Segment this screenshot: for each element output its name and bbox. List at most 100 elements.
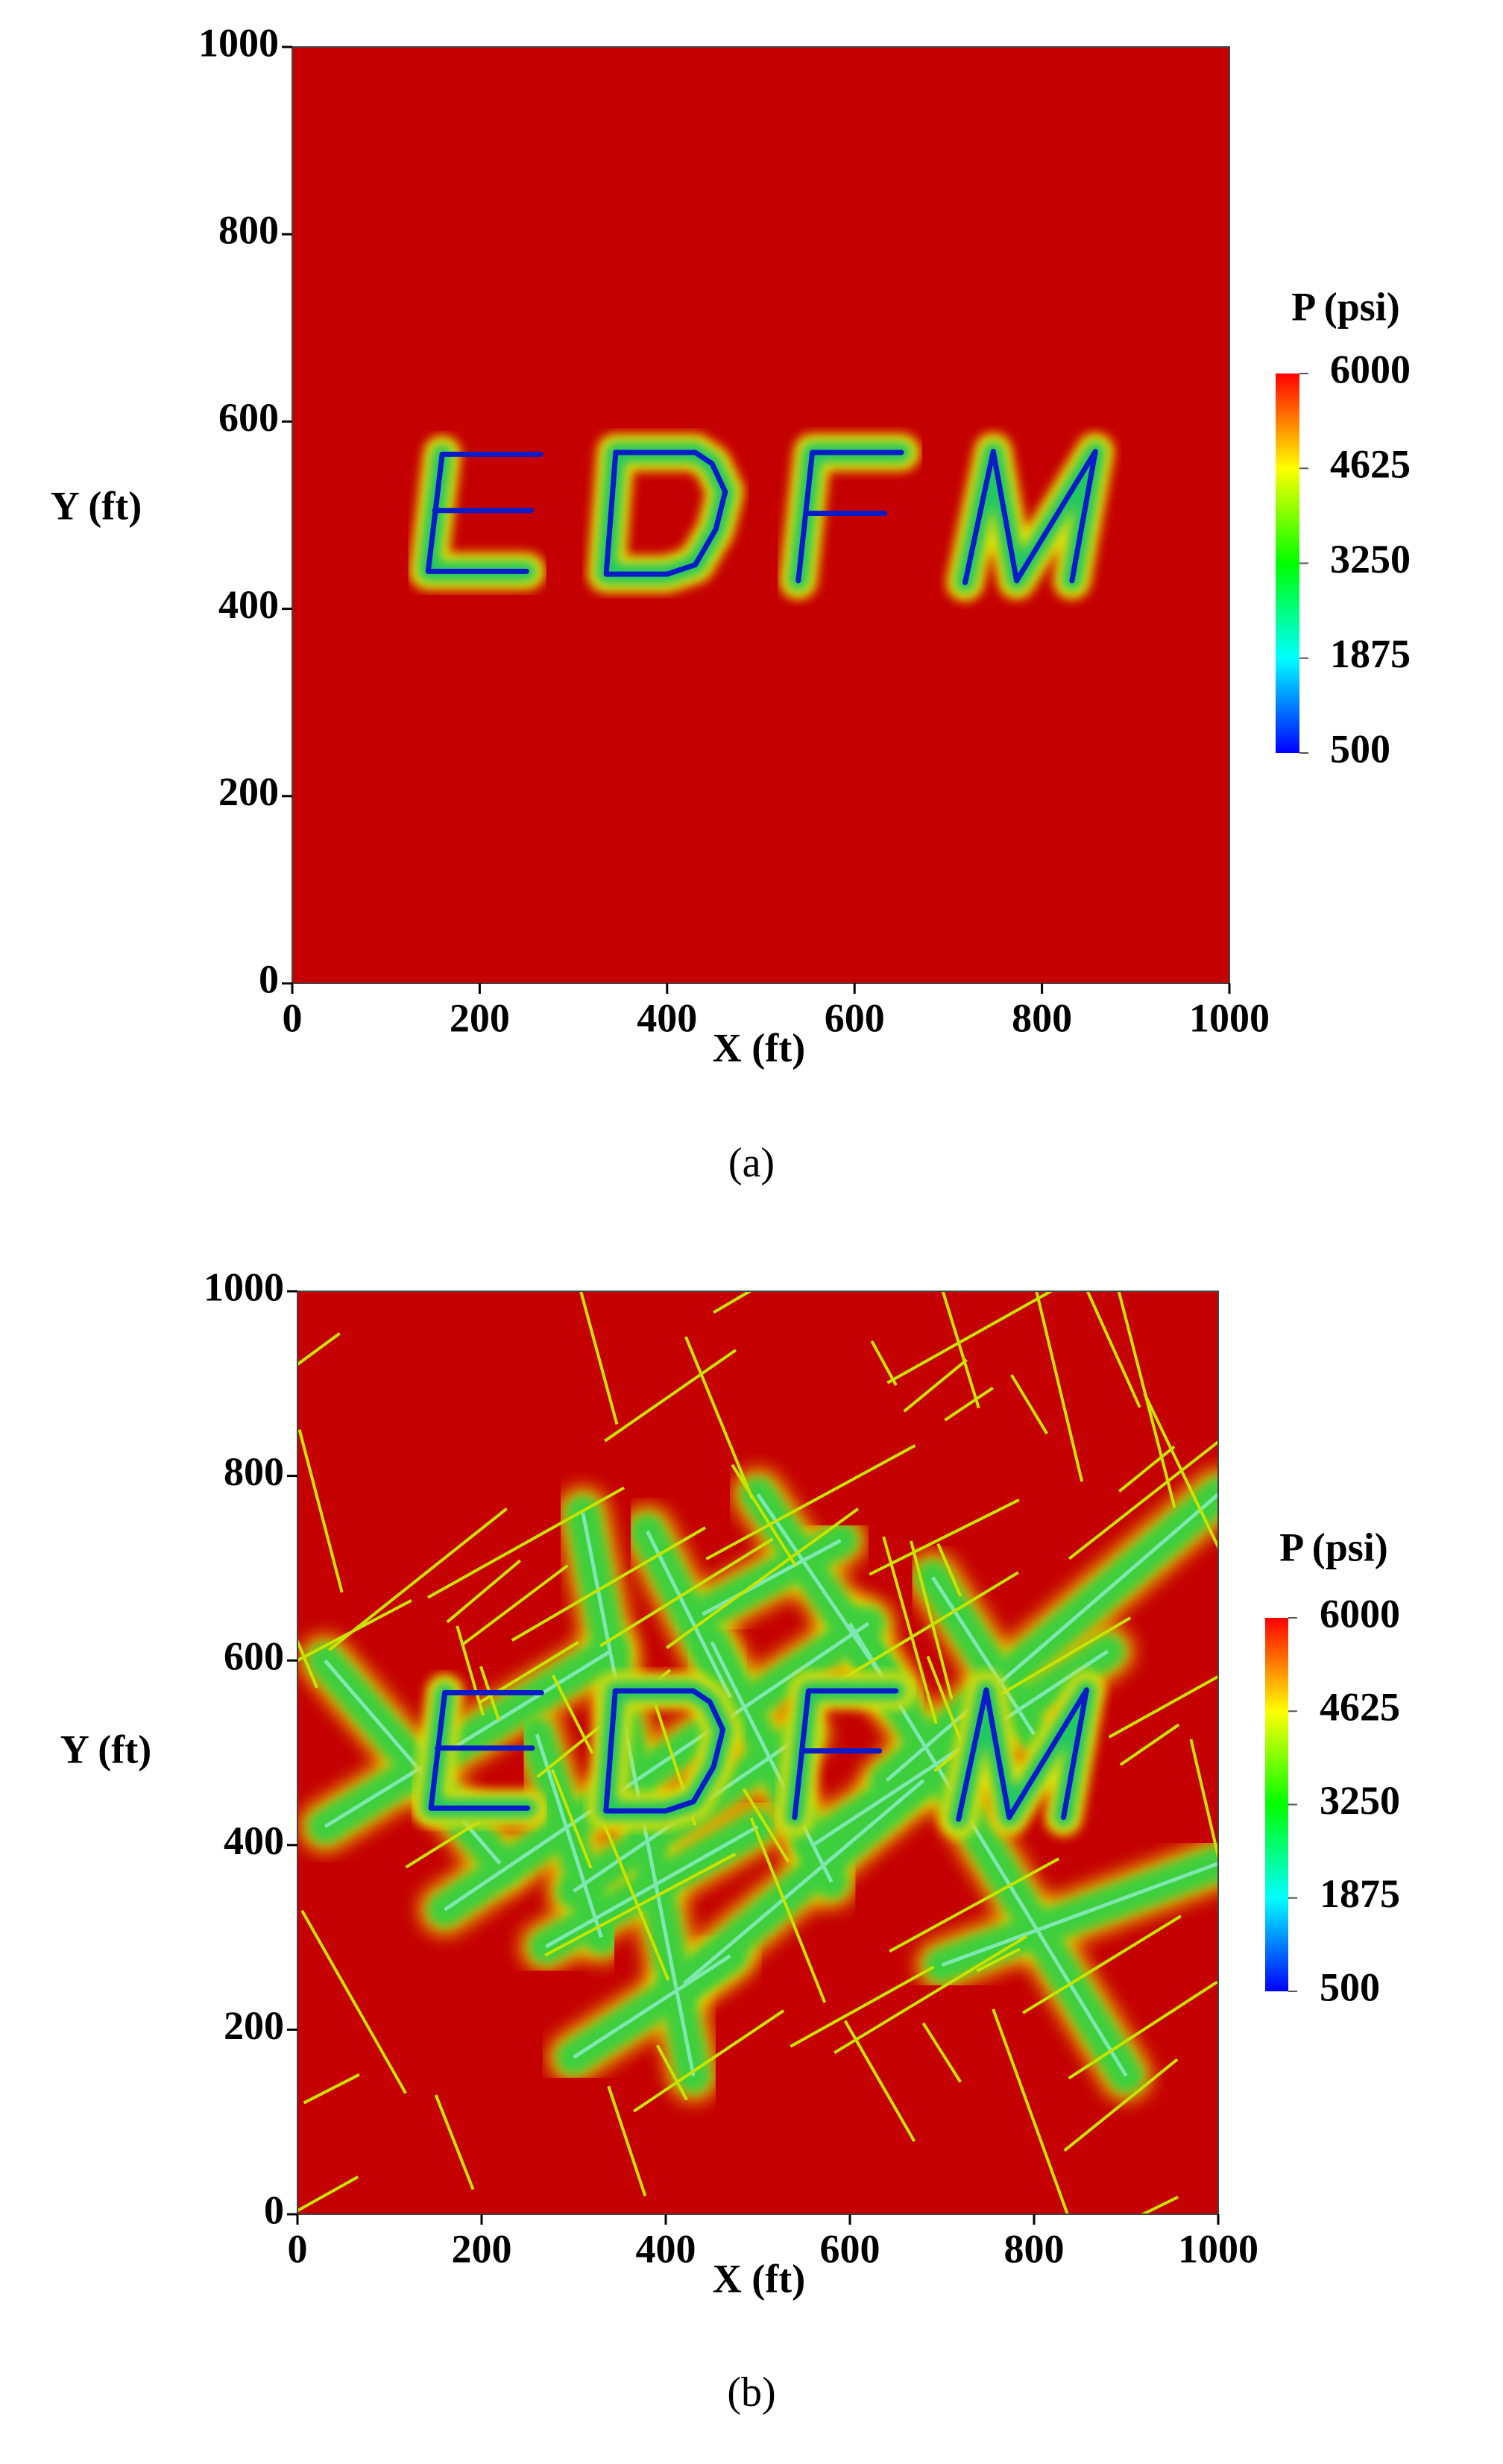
fracture [1086,1291,1141,1408]
fracture-core [444,1622,870,1912]
fracture [599,1537,774,1648]
fracture [936,1543,962,1597]
fracture [434,2094,475,2190]
fracture [511,1526,707,1642]
colorbar-tick-label: 6000 [1330,347,1411,391]
fracture [834,1935,1028,2055]
fracture-core [683,1779,925,1985]
x-tick-label: 400 [637,995,697,1040]
fracture [303,2073,360,2105]
fracture-core [710,1641,834,1883]
fracture [1108,1674,1218,1739]
fracture [607,2085,647,2197]
colorbar-tick-label: 4625 [1330,442,1411,487]
fracture-core [324,1659,502,1865]
y-tick-label: 1000 [204,1264,284,1309]
fracture [1143,1393,1218,1551]
x-tick-label: 200 [452,2226,512,2271]
colorbar-tick-label: 6000 [1320,1591,1400,1636]
fracture-core [545,1824,759,1949]
fracture [297,1637,319,1689]
fracture-core [573,1954,731,2059]
field [297,1291,1218,2214]
fracture [910,1540,954,1700]
y-tick-label: 600 [224,1634,284,1679]
fracture [705,1444,916,1560]
fracture [944,1386,995,1422]
fracture [742,1788,790,1863]
field [409,432,1115,602]
fracture-core [941,1862,1218,1967]
y-axis-label: Y (ft) [51,483,142,528]
x-tick-label: 600 [820,2226,880,2271]
colorbar [1276,374,1299,753]
y-tick-label: 800 [218,208,279,253]
fracture [684,1336,754,1499]
letter-fracture [962,449,1098,585]
fracture [1068,1980,1218,2080]
fracture [941,1291,980,1409]
fracture [836,1571,1019,1683]
letter-fracture [956,1687,1089,1822]
fracture [598,1812,670,1982]
y-tick-label: 1000 [198,20,279,65]
colorbar-tick-label: 1875 [1320,1871,1400,1916]
colorbar-tick-label: 4625 [1320,1685,1400,1730]
fracture [1009,1374,1048,1435]
fracture [460,1564,569,1647]
fracture [886,1291,1054,1384]
fracture [544,1853,737,1957]
panel: 0 200 400 600 800 1000 0 200 400 600 800 1000 X (ft)… [60,1264,1400,2416]
panel: 0 200 400 600 800 1000 0 200 400 600 800 1000 X (ft)… [51,20,1411,1185]
caption: (b) [727,2369,775,2416]
colorbar [1265,1618,1288,1991]
fracture [446,1559,521,1624]
x-tick-label: 400 [636,2226,696,2271]
y-tick-label: 600 [218,395,279,440]
fracture [731,1463,798,1567]
caption: (a) [728,1140,775,1186]
fracture [1063,2058,1179,2152]
fracture [297,1429,344,1593]
plot-frame [292,46,1230,984]
x-tick-label: 0 [288,2226,308,2271]
fracture [1022,1915,1182,2014]
fracture [869,1498,1020,1576]
fracture [713,1291,753,1314]
fracture [579,1291,619,1425]
fracture [1189,1739,1218,1863]
fracture [749,1817,827,2003]
fracture [300,1909,407,2094]
fracture [1119,1723,1180,1766]
fracture [903,1358,968,1413]
fracture-core [702,1539,842,1616]
fracture [882,1536,938,1724]
fracture [1118,1445,1176,1493]
letter-fracture [425,451,529,574]
x-tick-label: 0 [283,995,303,1040]
fracture [604,1349,737,1443]
colorbar-title: P (psi) [1279,1525,1388,1569]
fracture [870,1340,898,1386]
x-axis-label: X (ft) [713,2256,805,2301]
fracture [976,1947,1021,1973]
y-tick-label: 800 [224,1449,284,1494]
fracture [297,1598,412,1663]
x-tick-label: 1000 [1189,995,1270,1040]
x-axis-label: X (ft) [713,1025,805,1070]
letter-fracture [428,1690,531,1811]
y-tick-label: 400 [218,582,279,627]
letter-fracture [603,450,728,577]
fracture [1035,1291,1084,1482]
x-tick-label: 200 [450,995,510,1040]
colorbar-tick-label: 3250 [1330,537,1411,582]
y-axis-label: Y (ft) [60,1727,151,1771]
x-tick-label: 1000 [1178,2226,1258,2271]
colorbar-tick-label: 1875 [1330,631,1411,676]
fracture [655,2044,688,2101]
fracture [1139,2196,1179,2214]
colorbar-title: P (psi) [1291,284,1400,329]
fracture-core [885,1493,1218,1783]
y-tick-label: 200 [218,769,279,814]
